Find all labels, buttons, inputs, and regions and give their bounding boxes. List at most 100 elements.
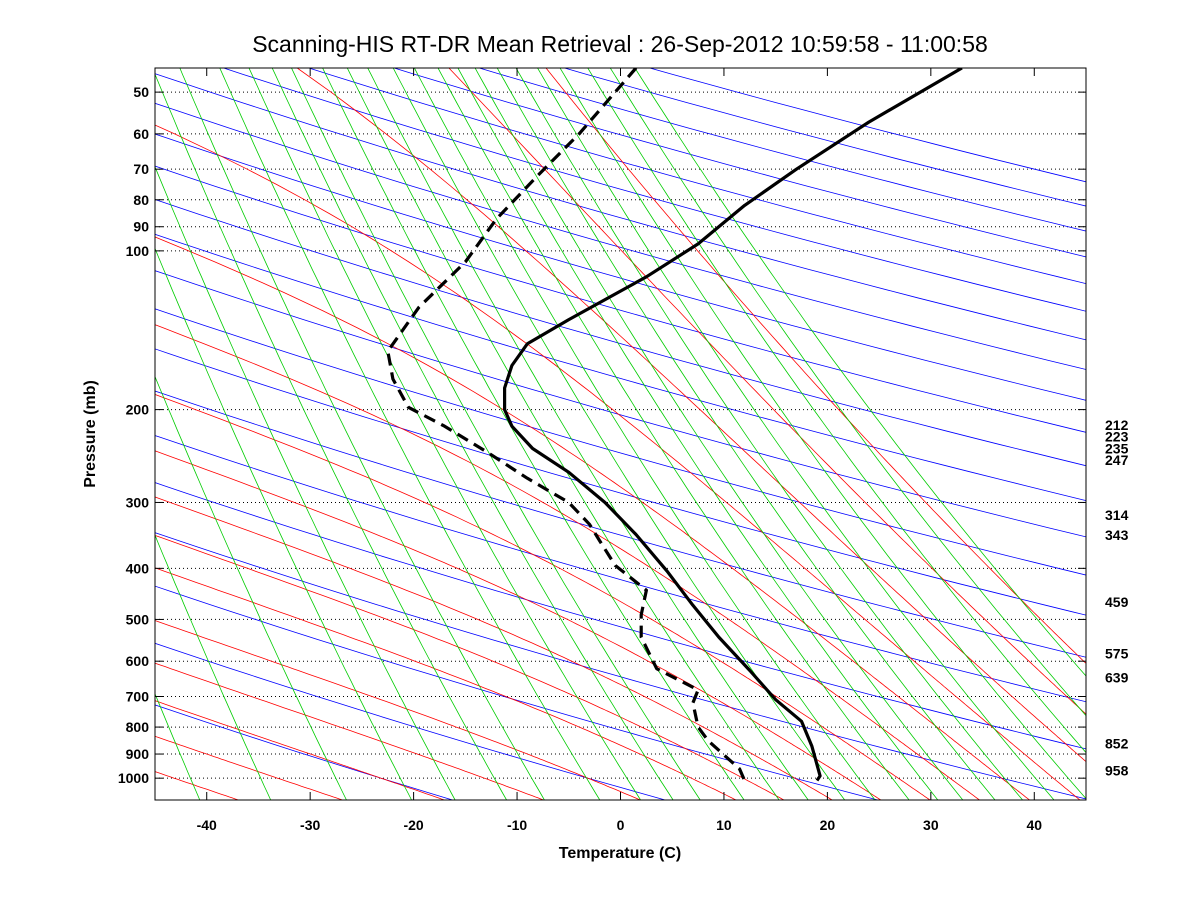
x-tick-label--40: -40 (197, 817, 217, 833)
mixing-ratio-8 (322, 68, 745, 800)
mixing-ratio-22 (437, 68, 910, 800)
x-tick-label-40: 40 (1026, 817, 1042, 833)
mixing-ratio-26 (457, 68, 939, 800)
right-label-223: 223 (1105, 429, 1129, 445)
y-tick-label-100: 100 (126, 243, 150, 259)
mixing-ratio-36 (496, 68, 996, 800)
y-tick-label-500: 500 (126, 611, 150, 627)
mixing-ratio-60 (559, 68, 1086, 800)
dewpoint-profile-line (386, 68, 747, 782)
y-tick-label-90: 90 (133, 219, 149, 235)
y-tick-label-900: 900 (126, 746, 150, 762)
dry-adiabat-530 (155, 102, 1086, 370)
mixing-ratio-1.5 (155, 73, 507, 800)
right-label-314: 314 (1105, 507, 1129, 523)
y-tick-label-80: 80 (133, 192, 149, 208)
moist-adiabat-240 (155, 735, 343, 800)
y-tick-label-700: 700 (126, 688, 150, 704)
mixing-ratio-30 (474, 68, 964, 800)
y-tick-label-60: 60 (133, 126, 149, 142)
right-label-343: 343 (1105, 527, 1129, 543)
y-tick-label-70: 70 (133, 161, 149, 177)
chart-title: Scanning-HIS RT-DR Mean Retrieval : 26-S… (252, 31, 988, 57)
moist-adiabat-250 (155, 700, 445, 800)
y-tick-label-800: 800 (126, 719, 150, 735)
temperature-profile-line (503, 68, 963, 782)
mixing-ratio-90 (609, 68, 1086, 717)
mixing-ratio-2 (179, 68, 545, 800)
dry-adiabat-350 (155, 435, 1086, 703)
right-label-852: 852 (1105, 735, 1129, 751)
mixing-ratio-1 (155, 165, 456, 800)
moist-adiabat-310 (155, 236, 1030, 800)
dry-adiabat-310 (155, 532, 1086, 800)
dry-adiabat-290 (155, 585, 878, 800)
right-label-247: 247 (1105, 452, 1129, 468)
mixing-ratio-50 (537, 68, 1055, 800)
x-axis-ticks: -40 -30 -20 -10 0 10 20 30 40 (197, 68, 1042, 833)
dry-adiabat-410 (155, 308, 1086, 576)
mixing-ratio-4 (248, 68, 641, 800)
x-tick-label--30: -30 (300, 817, 320, 833)
y-tick-label-1000: 1000 (118, 770, 149, 786)
dry-adiabat-270 (155, 642, 666, 800)
x-tick-label--10: -10 (507, 817, 527, 833)
moist-adiabat-270 (155, 620, 641, 800)
right-label-459: 459 (1105, 594, 1129, 610)
plot-background (155, 68, 1086, 800)
mixing-ratio-3 (219, 68, 601, 800)
y-tick-label-300: 300 (126, 494, 150, 510)
mixing-ratio-0.4 (155, 375, 347, 800)
dry-adiabat-650 (563, 68, 1086, 207)
dry-adiabat-570 (222, 68, 1086, 312)
y-tick-label-200: 200 (126, 402, 150, 418)
dry-adiabat-470 (155, 199, 1086, 467)
right-label-958: 958 (1105, 762, 1129, 778)
moist-adiabat-295 (155, 450, 882, 800)
dry-adiabat-610 (392, 68, 1086, 258)
dry-adiabat-630 (477, 68, 1086, 232)
dry-adiabat-450 (155, 233, 1086, 501)
moist-adiabat-290 (155, 496, 833, 800)
moist-adiabat-320 (296, 68, 1086, 763)
moist-adiabat-285 (155, 534, 785, 800)
mixing-ratio-0.05 (0, 63, 133, 800)
x-tick-label-20: 20 (820, 817, 836, 833)
dry-adiabat-430 (155, 270, 1086, 538)
dry-adiabat-370 (155, 390, 1086, 658)
dry-adiabat-590 (307, 68, 1086, 285)
y-axis-label: Pressure (mb) (82, 380, 99, 488)
mixing-ratio-12 (367, 68, 809, 800)
mixing-ratio-18 (413, 68, 876, 800)
moist-adiabat-305 (155, 324, 980, 800)
x-axis-label: Temperature (C) (559, 845, 681, 862)
right-label-575: 575 (1105, 645, 1129, 661)
dry-adiabat-390 (155, 348, 1086, 616)
mixing-ratio-10 (346, 68, 780, 800)
moist-adiabat-280 (155, 567, 737, 800)
mixing-ratio-42 (515, 68, 1023, 800)
mixing-ratio-110 (634, 68, 1086, 677)
moist-adiabat-325 (448, 68, 1086, 715)
x-tick-label-30: 30 (923, 817, 939, 833)
mixing-ratio-6 (291, 68, 701, 800)
right-label-235: 235 (1105, 441, 1129, 457)
y-tick-label-600: 600 (126, 653, 150, 669)
mixing-ratio-0.7 (155, 247, 412, 800)
right-label-639: 639 (1105, 670, 1129, 686)
mixing-ratio-5 (271, 68, 674, 800)
mixing-ratio-75 (587, 68, 1086, 754)
x-tick-label--20: -20 (403, 817, 423, 833)
x-tick-label-0: 0 (617, 817, 625, 833)
y-axis-ticks: 50 60 70 80 90 100 200 300 400 500 600 700 800 900 100… (118, 84, 1086, 786)
dry-adiabat-550 (155, 73, 1086, 341)
moist-adiabat-300 (155, 394, 931, 800)
mixing-ratio-0.2 (155, 534, 272, 800)
right-label-212: 212 (1105, 417, 1129, 433)
profile-series (386, 68, 963, 782)
x-tick-label-10: 10 (716, 817, 732, 833)
y-tick-label-400: 400 (126, 560, 150, 576)
mixing-ratio-0.02 (0, 63, 52, 800)
